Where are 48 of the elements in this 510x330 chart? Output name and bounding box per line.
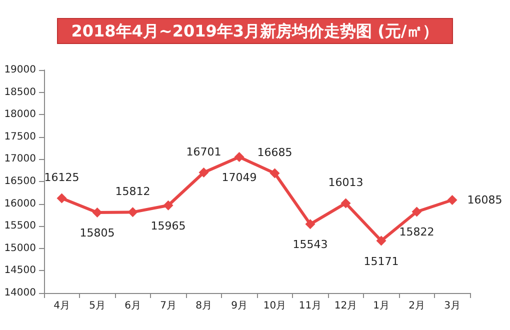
data-label: 15171 [364, 254, 399, 268]
point [198, 168, 209, 178]
point [412, 206, 422, 217]
data-label: 15543 [292, 238, 328, 252]
y-tick-label: 17500 [4, 131, 36, 142]
x-tick-label: 7月 [160, 300, 176, 312]
x-tick-label: 4月 [54, 300, 70, 312]
x-tick-label: 6月 [124, 300, 141, 312]
y-tick-label: 18500 [4, 86, 36, 98]
data-label: 16685 [257, 146, 292, 160]
y-tick-label: 14500 [4, 265, 36, 276]
x-tick-label: 10月 [263, 300, 286, 312]
x-tick-label: 1月 [373, 300, 390, 312]
y-tick-label: 15500 [4, 220, 36, 232]
data-label: 17049 [222, 171, 257, 184]
x-tick-label: 2月 [408, 300, 425, 312]
y-tick-label: 14000 [4, 288, 36, 298]
data-label: 15805 [80, 226, 115, 240]
point [305, 219, 316, 230]
y-tick-label: 18000 [4, 109, 36, 120]
data-label: 16013 [328, 176, 364, 190]
x-tick-label: 8月 [196, 300, 212, 312]
x-tick-label: 11月 [298, 300, 322, 312]
data-label: 15965 [150, 219, 186, 232]
x-tick-label: 9月 [231, 300, 248, 312]
data-label: 15822 [399, 226, 434, 239]
x-tick-label: 3月 [444, 300, 460, 312]
point [92, 207, 102, 218]
data-label: 16125 [44, 171, 80, 184]
y-tick-label: 19000 [4, 64, 36, 76]
point [447, 195, 458, 206]
point [56, 193, 67, 204]
data-label: 16085 [467, 194, 502, 207]
data-label: 15812 [115, 185, 150, 198]
y-tick-label: 17000 [4, 154, 36, 165]
point [270, 168, 280, 178]
point [163, 200, 174, 210]
x-tick-label: 5月 [89, 300, 106, 312]
y-tick-label: 16500 [4, 176, 36, 187]
point [376, 236, 386, 246]
point [128, 207, 138, 218]
point [340, 198, 351, 208]
data-label: 16701 [186, 146, 222, 159]
y-tick-label: 15000 [4, 242, 36, 254]
chart-title: 2018年4月~2019年3月新房均价走势图 (元/㎡） [71, 22, 439, 40]
y-tick-label: 16000 [4, 198, 36, 210]
x-tick-label: 12月 [334, 300, 358, 312]
point [234, 152, 244, 162]
